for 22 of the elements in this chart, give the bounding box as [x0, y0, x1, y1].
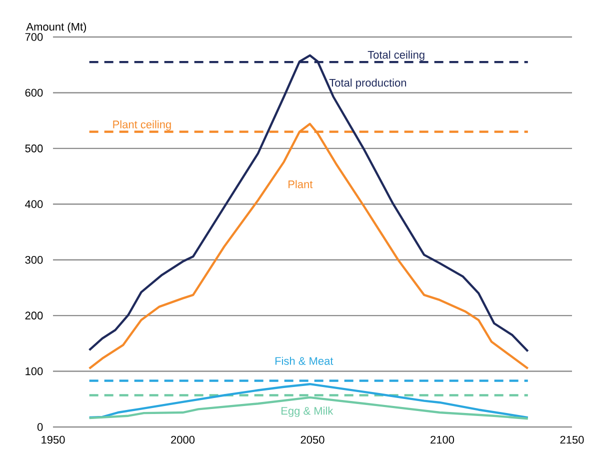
ref-line-label: Plant ceiling [113, 120, 171, 131]
series-label: Plant [288, 180, 313, 188]
y-tick-label: 700 [25, 33, 43, 41]
y-tick-label: 400 [25, 200, 43, 208]
x-tick-label: 2000 [171, 436, 195, 444]
series-label: Total production [329, 78, 406, 89]
ref-line-label: Total ceiling [368, 50, 424, 61]
y-tick-label: 200 [25, 312, 43, 320]
text: Fish & Meat [275, 356, 334, 365]
y-tick-label: 0 [37, 423, 43, 431]
y-axis-title: Amount (Mt) [26, 22, 86, 33]
x-tick-label: 1950 [42, 436, 65, 444]
series-label: Egg & Milk [282, 406, 334, 417]
line-series [88, 383, 529, 419]
x-tick-label: 2050 [300, 436, 324, 444]
y-tick-label: 600 [25, 88, 43, 97]
y-tick-label: 100 [26, 367, 43, 376]
y-tick-label: 300 [25, 256, 43, 264]
x-tick-label: 2150 [560, 436, 584, 444]
line-series [88, 396, 529, 420]
y-tick-label: 500 [25, 144, 43, 152]
x-tick-label: 2100 [430, 436, 454, 444]
